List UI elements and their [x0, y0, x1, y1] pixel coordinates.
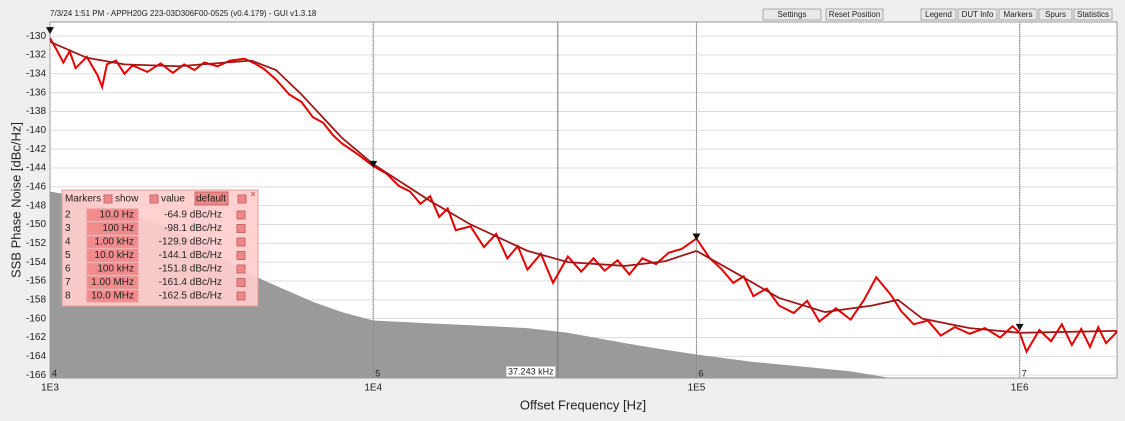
y-tick-label: -140: [26, 125, 46, 136]
marker-delete-button[interactable]: [236, 251, 246, 260]
default-button[interactable]: [194, 191, 229, 206]
marker-number: 6: [698, 368, 703, 378]
y-tick-label: -150: [26, 219, 46, 230]
y-tick-label: -142: [26, 144, 46, 155]
y-tick-label: -136: [26, 87, 46, 98]
x-tick-label: 1E5: [688, 383, 706, 394]
marker-value: -144.1 dBc/Hz: [159, 250, 222, 261]
marker-id: 6: [65, 264, 71, 275]
marker-frequency[interactable]: 10.0 Hz: [100, 210, 134, 221]
marker-triangle: [1015, 323, 1024, 331]
marker-frequency[interactable]: 100 kHz: [97, 264, 134, 275]
marker-id: 8: [65, 291, 71, 302]
y-tick-label: -146: [26, 181, 46, 192]
show-checkbox[interactable]: [103, 194, 113, 204]
toolbar-button[interactable]: [825, 8, 884, 21]
x-tick-label: 1E3: [41, 383, 59, 394]
y-tick-label: -160: [26, 313, 46, 324]
marker-number: 4: [52, 368, 57, 378]
x-axis-title: Offset Frequency [Hz]: [520, 397, 646, 412]
marker-delete-button[interactable]: [236, 264, 246, 274]
toolbar-button-label[interactable]: DUT Info: [962, 10, 994, 19]
marker-value: -161.4 dBc/Hz: [159, 277, 222, 288]
markers-panel-title: Markers: [65, 194, 101, 205]
cursor-label: 37.243 kHz: [508, 366, 554, 376]
marker-value: -162.5 dBc/Hz: [159, 291, 222, 302]
y-tick-label: -132: [26, 50, 46, 61]
default-label[interactable]: default: [196, 194, 226, 205]
marker-triangle: [46, 27, 54, 35]
y-tick-label: -166: [26, 370, 46, 381]
toolbar-button[interactable]: [998, 8, 1038, 21]
toolbar-button-label[interactable]: Reset Position: [829, 10, 881, 19]
toolbar-button[interactable]: [957, 8, 998, 21]
y-tick-label: -152: [26, 238, 46, 249]
toolbar-button-label[interactable]: Legend: [925, 10, 952, 19]
toolbar-button[interactable]: [762, 8, 822, 21]
marker-value: -98.1 dBc/Hz: [164, 223, 222, 234]
marker-frequency[interactable]: 1.00 MHz: [91, 277, 134, 288]
toolbar-button-label[interactable]: Spurs: [1045, 10, 1066, 19]
y-tick-label: -158: [26, 294, 46, 305]
value-label: value: [161, 194, 185, 205]
marker-value: -129.9 dBc/Hz: [159, 237, 222, 248]
marker-id: 4: [65, 237, 71, 248]
marker-frequency-box[interactable]: [86, 222, 139, 235]
y-tick-label: -162: [26, 332, 46, 343]
toolbar-button[interactable]: [920, 8, 957, 21]
noise-floor-area: [50, 191, 892, 378]
marker-delete-button[interactable]: [236, 224, 246, 233]
marker-number: 5: [375, 368, 380, 378]
y-tick-label: -144: [26, 163, 46, 174]
trace: [49, 40, 1118, 334]
marker-id: 7: [65, 277, 71, 288]
x-tick-label: 1E4: [364, 383, 382, 394]
window-title: 7/3/24 1:51 PM - APPH20G 223-03D306F00-0…: [50, 9, 317, 18]
marker-delete-button[interactable]: [236, 237, 246, 247]
marker-frequency[interactable]: 1.00 kHz: [95, 237, 134, 248]
toolbar-button[interactable]: [1038, 8, 1073, 21]
y-tick-label: -154: [26, 257, 46, 268]
y-tick-label: -138: [26, 106, 46, 117]
marker-frequency[interactable]: 10.0 MHz: [91, 291, 134, 302]
toolbar-button-label[interactable]: Settings: [778, 10, 807, 19]
marker-frequency-box[interactable]: [86, 276, 139, 289]
marker-delete-button[interactable]: [236, 210, 246, 220]
marker-frequency-box[interactable]: [86, 249, 139, 262]
marker-value: -64.9 dBc/Hz: [164, 210, 222, 221]
marker-id: 3: [65, 223, 71, 234]
toolbar-button[interactable]: [1073, 8, 1113, 21]
toolbar-button-label[interactable]: Statistics: [1077, 10, 1109, 19]
cursor-label-box: [505, 365, 557, 378]
marker-frequency-box[interactable]: [86, 262, 139, 276]
marker-delete-button[interactable]: [236, 278, 246, 287]
y-axis-title: SSB Phase Noise [dBc/Hz]: [8, 122, 23, 278]
marker-id: 2: [65, 210, 71, 221]
y-tick-label: -164: [26, 351, 46, 362]
marker-triangle: [692, 233, 701, 241]
y-tick-label: -130: [26, 31, 46, 42]
marker-frequency-box[interactable]: [86, 235, 139, 249]
marker-triangle: [369, 160, 378, 168]
y-tick-label: -148: [26, 200, 46, 211]
marker-frequency[interactable]: 10.0 kHz: [95, 250, 134, 261]
show-label: show: [115, 194, 139, 205]
marker-frequency-box[interactable]: [86, 289, 139, 303]
add-marker-button[interactable]: [237, 194, 247, 204]
close-button[interactable]: [250, 191, 256, 197]
value-checkbox[interactable]: [149, 194, 159, 204]
marker-id: 5: [65, 250, 71, 261]
marker-delete-button[interactable]: [236, 291, 246, 301]
x-tick-label: 1E6: [1011, 383, 1029, 394]
y-tick-label: -156: [26, 276, 46, 287]
marker-number: 7: [1022, 368, 1027, 378]
marker-value: -151.8 dBc/Hz: [159, 264, 222, 275]
marker-frequency[interactable]: 100 Hz: [102, 223, 134, 234]
toolbar-button-label[interactable]: Markers: [1004, 10, 1033, 19]
y-tick-label: -134: [26, 68, 46, 79]
marker-frequency-box[interactable]: [86, 208, 139, 222]
